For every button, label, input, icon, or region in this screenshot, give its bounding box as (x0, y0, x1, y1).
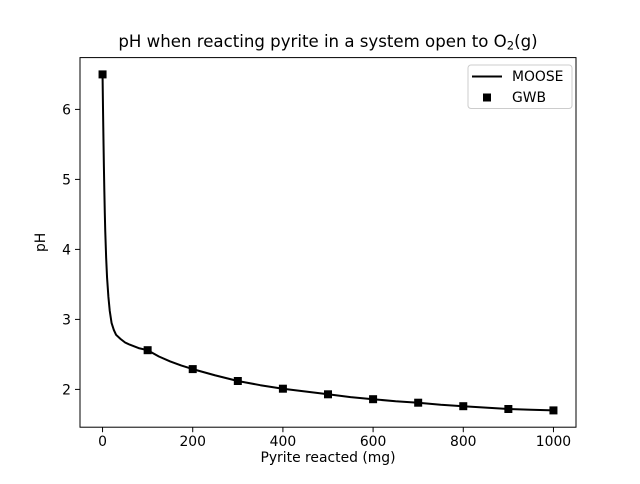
axes-border (79, 57, 577, 428)
chart-title-main: pH when reacting pyrite in a system open… (118, 32, 506, 51)
legend-label-gwb: GWB (512, 90, 546, 106)
gwb-marker (369, 395, 378, 404)
legend-label-moose: MOOSE (512, 69, 563, 85)
x-axis-label: Pyrite reacted (mg) (260, 450, 395, 466)
moose-line (101, 73, 555, 412)
x-tick-label: 400 (270, 434, 297, 450)
legend: MOOSE GWB (467, 64, 573, 109)
gwb-marker (278, 384, 287, 393)
x-tick-label: 0 (98, 434, 107, 450)
plot-area: 0 200 400 600 800 1000 2 3 4 5 6 (62, 57, 577, 450)
chart-title: pH when reacting pyrite in a system open… (118, 32, 537, 53)
gwb-marker (504, 405, 513, 413)
y-tick-label: 4 (62, 242, 71, 258)
y-tick-label: 2 (62, 382, 71, 398)
x-tick-label: 200 (179, 434, 206, 450)
gwb-marker (98, 70, 107, 79)
x-tick-label: 1000 (536, 434, 571, 450)
chart-title-subscript: 2 (507, 39, 514, 53)
gwb-marker (459, 402, 468, 411)
gwb-marker (233, 377, 242, 385)
chart-title-suffix: (g) (514, 32, 537, 51)
legend-gwb-marker-sample (483, 93, 491, 102)
y-tick-label: 6 (62, 102, 71, 118)
x-tick-label: 800 (450, 434, 477, 450)
gwb-marker (188, 365, 197, 374)
y-tick-label: 3 (62, 312, 71, 328)
gwb-marker (549, 406, 558, 415)
x-tick-label: 600 (360, 434, 387, 450)
gwb-marker (414, 398, 423, 407)
y-axis-label: pH (33, 233, 49, 252)
y-tick-label: 5 (62, 172, 71, 188)
gwb-marker (324, 390, 332, 399)
gwb-marker (143, 346, 152, 355)
